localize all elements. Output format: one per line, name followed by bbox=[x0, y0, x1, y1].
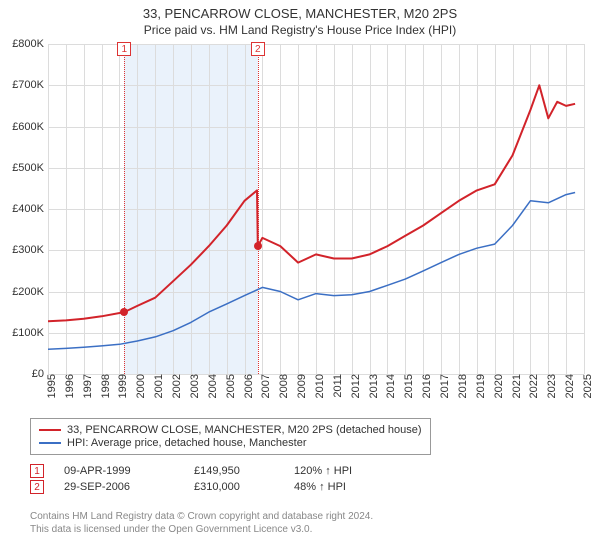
series-line bbox=[48, 193, 575, 350]
x-tick-label: 2001 bbox=[153, 374, 157, 398]
legend-item: 33, PENCARROW CLOSE, MANCHESTER, M20 2PS… bbox=[39, 424, 422, 436]
x-tick-label: 1996 bbox=[64, 374, 68, 398]
x-tick-label: 2006 bbox=[243, 374, 247, 398]
x-tick-label: 2008 bbox=[278, 374, 282, 398]
x-tick-label: 2023 bbox=[546, 374, 550, 398]
y-tick-label: £800K bbox=[0, 38, 44, 50]
y-tick-label: £600K bbox=[0, 121, 44, 133]
x-tick-label: 2018 bbox=[457, 374, 461, 398]
series-svg bbox=[48, 44, 584, 374]
x-tick-label: 2012 bbox=[350, 374, 354, 398]
gridline-v bbox=[584, 44, 585, 374]
chart-subtitle: Price paid vs. HM Land Registry's House … bbox=[0, 23, 600, 37]
x-tick-label: 2011 bbox=[332, 374, 336, 398]
footer-line-1: Contains HM Land Registry data © Crown c… bbox=[30, 510, 373, 523]
events-table: 1 09-APR-1999 £149,950 120% ↑ HPI 2 29-SEP-20… bbox=[30, 462, 384, 496]
x-tick-label: 2022 bbox=[528, 374, 532, 398]
y-tick-label: £300K bbox=[0, 244, 44, 256]
x-tick-label: 1997 bbox=[82, 374, 86, 398]
x-tick-label: 2025 bbox=[582, 374, 586, 398]
event-row: 1 09-APR-1999 £149,950 120% ↑ HPI bbox=[30, 464, 384, 478]
x-tick-label: 2002 bbox=[171, 374, 175, 398]
y-tick-label: £100K bbox=[0, 327, 44, 339]
event-hpi: 120% ↑ HPI bbox=[294, 465, 384, 477]
event-date: 09-APR-1999 bbox=[64, 465, 174, 477]
x-tick-label: 1998 bbox=[100, 374, 104, 398]
legend-swatch bbox=[39, 429, 61, 431]
x-tick-label: 2019 bbox=[475, 374, 479, 398]
y-tick-label: £500K bbox=[0, 162, 44, 174]
x-tick-label: 2017 bbox=[439, 374, 443, 398]
sale-point bbox=[254, 242, 262, 250]
x-tick-label: 1995 bbox=[46, 374, 50, 398]
y-tick-label: £700K bbox=[0, 79, 44, 91]
x-tick-label: 2003 bbox=[189, 374, 193, 398]
x-tick-label: 2021 bbox=[511, 374, 515, 398]
plot-region: £0£100K£200K£300K£400K£500K£600K£700K£80… bbox=[48, 44, 584, 374]
x-tick-label: 2014 bbox=[385, 374, 389, 398]
x-tick-label: 2020 bbox=[493, 374, 497, 398]
event-price: £149,950 bbox=[194, 465, 274, 477]
x-tick-label: 2007 bbox=[260, 374, 264, 398]
x-tick-label: 2005 bbox=[225, 374, 229, 398]
legend: 33, PENCARROW CLOSE, MANCHESTER, M20 2PS… bbox=[30, 418, 431, 455]
y-tick-label: £200K bbox=[0, 286, 44, 298]
event-number-box: 2 bbox=[30, 480, 44, 494]
chart-area: £0£100K£200K£300K£400K£500K£600K£700K£80… bbox=[48, 44, 584, 374]
legend-label: HPI: Average price, detached house, Manc… bbox=[67, 437, 307, 449]
event-date: 29-SEP-2006 bbox=[64, 481, 174, 493]
x-tick-label: 2000 bbox=[135, 374, 139, 398]
x-tick-label: 1999 bbox=[117, 374, 121, 398]
x-tick-label: 2009 bbox=[296, 374, 300, 398]
y-tick-label: £400K bbox=[0, 203, 44, 215]
event-number-box: 1 bbox=[30, 464, 44, 478]
x-tick-label: 2024 bbox=[564, 374, 568, 398]
event-row: 2 29-SEP-2006 £310,000 48% ↑ HPI bbox=[30, 480, 384, 494]
series-line bbox=[48, 85, 575, 321]
chart-title: 33, PENCARROW CLOSE, MANCHESTER, M20 2PS bbox=[0, 6, 600, 21]
event-hpi: 48% ↑ HPI bbox=[294, 481, 384, 493]
y-tick-label: £0 bbox=[0, 368, 44, 380]
legend-swatch bbox=[39, 442, 61, 444]
titles: 33, PENCARROW CLOSE, MANCHESTER, M20 2PS… bbox=[0, 0, 600, 37]
legend-item: HPI: Average price, detached house, Manc… bbox=[39, 437, 422, 449]
x-tick-label: 2015 bbox=[403, 374, 407, 398]
x-tick-label: 2004 bbox=[207, 374, 211, 398]
x-tick-label: 2010 bbox=[314, 374, 318, 398]
chart-container: 33, PENCARROW CLOSE, MANCHESTER, M20 2PS… bbox=[0, 0, 600, 560]
footer: Contains HM Land Registry data © Crown c… bbox=[30, 510, 373, 536]
x-tick-label: 2013 bbox=[368, 374, 372, 398]
event-price: £310,000 bbox=[194, 481, 274, 493]
sale-point bbox=[120, 308, 128, 316]
legend-label: 33, PENCARROW CLOSE, MANCHESTER, M20 2PS… bbox=[67, 424, 422, 436]
footer-line-2: This data is licensed under the Open Gov… bbox=[30, 523, 373, 536]
x-tick-label: 2016 bbox=[421, 374, 425, 398]
